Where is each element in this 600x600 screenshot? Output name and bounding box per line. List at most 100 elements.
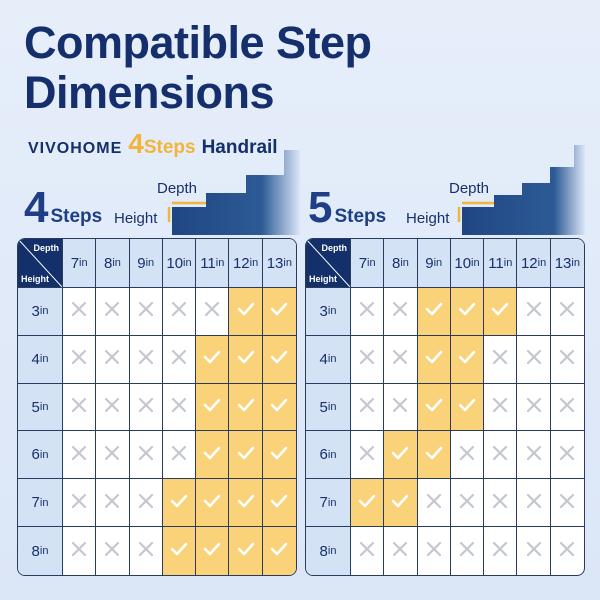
height-header: 3 in [18, 288, 63, 336]
height-value: 4 [31, 350, 40, 368]
cross-icon [559, 397, 575, 417]
cross-icon [138, 541, 154, 561]
incompatible-cell [484, 335, 518, 384]
unit-label: in [39, 401, 49, 414]
depth-header: 13 in [262, 239, 296, 288]
incompatible-cell [484, 383, 518, 432]
compatible-cell [162, 479, 197, 528]
unit-label: in [327, 401, 337, 414]
cross-icon [559, 493, 575, 513]
unit-label: in [145, 257, 155, 269]
depth-header: 7 in [351, 239, 385, 288]
check-icon [358, 494, 376, 512]
cross-icon [104, 301, 120, 321]
check-icon [270, 350, 288, 368]
incompatible-cell [384, 527, 418, 575]
cross-icon [526, 301, 542, 321]
stairs-diagram-4 [167, 150, 300, 235]
compatible-cell [229, 288, 263, 336]
cross-icon [559, 541, 575, 561]
brand-line: VIVOHOME 4 Steps Handrail [28, 130, 278, 159]
incompatible-cell [162, 431, 197, 480]
height-header: 4 in [306, 335, 351, 384]
incompatible-cell [384, 383, 418, 432]
depth-header: 8 in [96, 239, 130, 288]
height-value: 3 [319, 302, 328, 320]
incompatible-cell [517, 335, 551, 384]
cross-icon [104, 349, 120, 369]
page-title: Compatible Step Dimensions [24, 18, 372, 118]
compatible-cell [417, 335, 451, 384]
corner-header: Depth Height [306, 239, 351, 288]
depth-value: 11 [200, 254, 216, 272]
incompatible-cell [417, 479, 451, 528]
check-icon [237, 398, 255, 416]
compatible-cell [450, 288, 485, 336]
steps-text: Steps [50, 206, 103, 227]
unit-label: in [537, 257, 547, 269]
unit-label: in [79, 257, 88, 269]
compatible-cell [196, 527, 230, 575]
cross-icon [492, 397, 508, 417]
depth-header: 10 in [162, 239, 197, 288]
check-icon [270, 302, 288, 320]
incompatible-cell [517, 527, 551, 575]
cross-icon [426, 541, 442, 561]
check-icon [425, 350, 443, 368]
incompatible-cell [129, 431, 163, 480]
check-icon [170, 494, 188, 512]
height-label: Height [114, 210, 158, 227]
height-header: 4 in [18, 335, 63, 384]
cross-icon [71, 397, 87, 417]
cross-icon [359, 301, 375, 321]
cross-icon [526, 493, 542, 513]
compatibility-table-5-steps: Depth Height 7 in 8 in 9 in 10 in 11 in 12 in 13 in 3 in 4… [305, 238, 585, 576]
cross-icon [359, 541, 375, 561]
depth-header: 11 in [484, 239, 518, 288]
compatible-cell [262, 479, 296, 528]
corner-height-label: Height [21, 274, 49, 284]
cross-icon [104, 397, 120, 417]
cross-icon [459, 541, 475, 561]
incompatible-cell [450, 479, 485, 528]
incompatible-cell [550, 479, 584, 528]
incompatible-cell [450, 431, 485, 480]
check-icon [203, 398, 221, 416]
cross-icon [459, 445, 475, 465]
cross-icon [526, 445, 542, 465]
table-1-label: 4 Steps [24, 183, 103, 232]
check-icon [270, 446, 288, 464]
cross-icon [359, 349, 375, 369]
incompatible-cell [162, 335, 197, 384]
step-count: 4 [24, 183, 49, 232]
unit-label: in [39, 305, 49, 318]
corner-depth-label: Depth [33, 243, 60, 253]
check-icon [237, 350, 255, 368]
incompatible-cell [162, 383, 197, 432]
unit-label: in [503, 257, 513, 269]
cross-icon [71, 541, 87, 561]
unit-label: in [571, 257, 580, 269]
check-icon [237, 494, 255, 512]
height-value: 4 [319, 350, 328, 368]
brand-product: Handrail [201, 137, 278, 158]
cross-icon [426, 493, 442, 513]
depth-header: 9 in [417, 239, 451, 288]
cross-icon [392, 541, 408, 561]
compatible-cell [417, 288, 451, 336]
compatible-cell [196, 335, 230, 384]
brand-logo: VIVOHOME [28, 140, 123, 157]
unit-label: in [283, 257, 292, 269]
incompatible-cell [96, 431, 130, 480]
depth-value: 7 [70, 254, 80, 272]
compatible-cell [196, 479, 230, 528]
incompatible-cell [129, 288, 163, 336]
incompatible-cell [484, 527, 518, 575]
compatible-cell [351, 479, 385, 528]
depth-header: 11 in [196, 239, 230, 288]
depth-value: 12 [520, 254, 538, 272]
depth-value: 12 [232, 254, 250, 272]
compatible-cell [262, 527, 296, 575]
compatible-cell [384, 479, 418, 528]
unit-label: in [327, 496, 337, 509]
